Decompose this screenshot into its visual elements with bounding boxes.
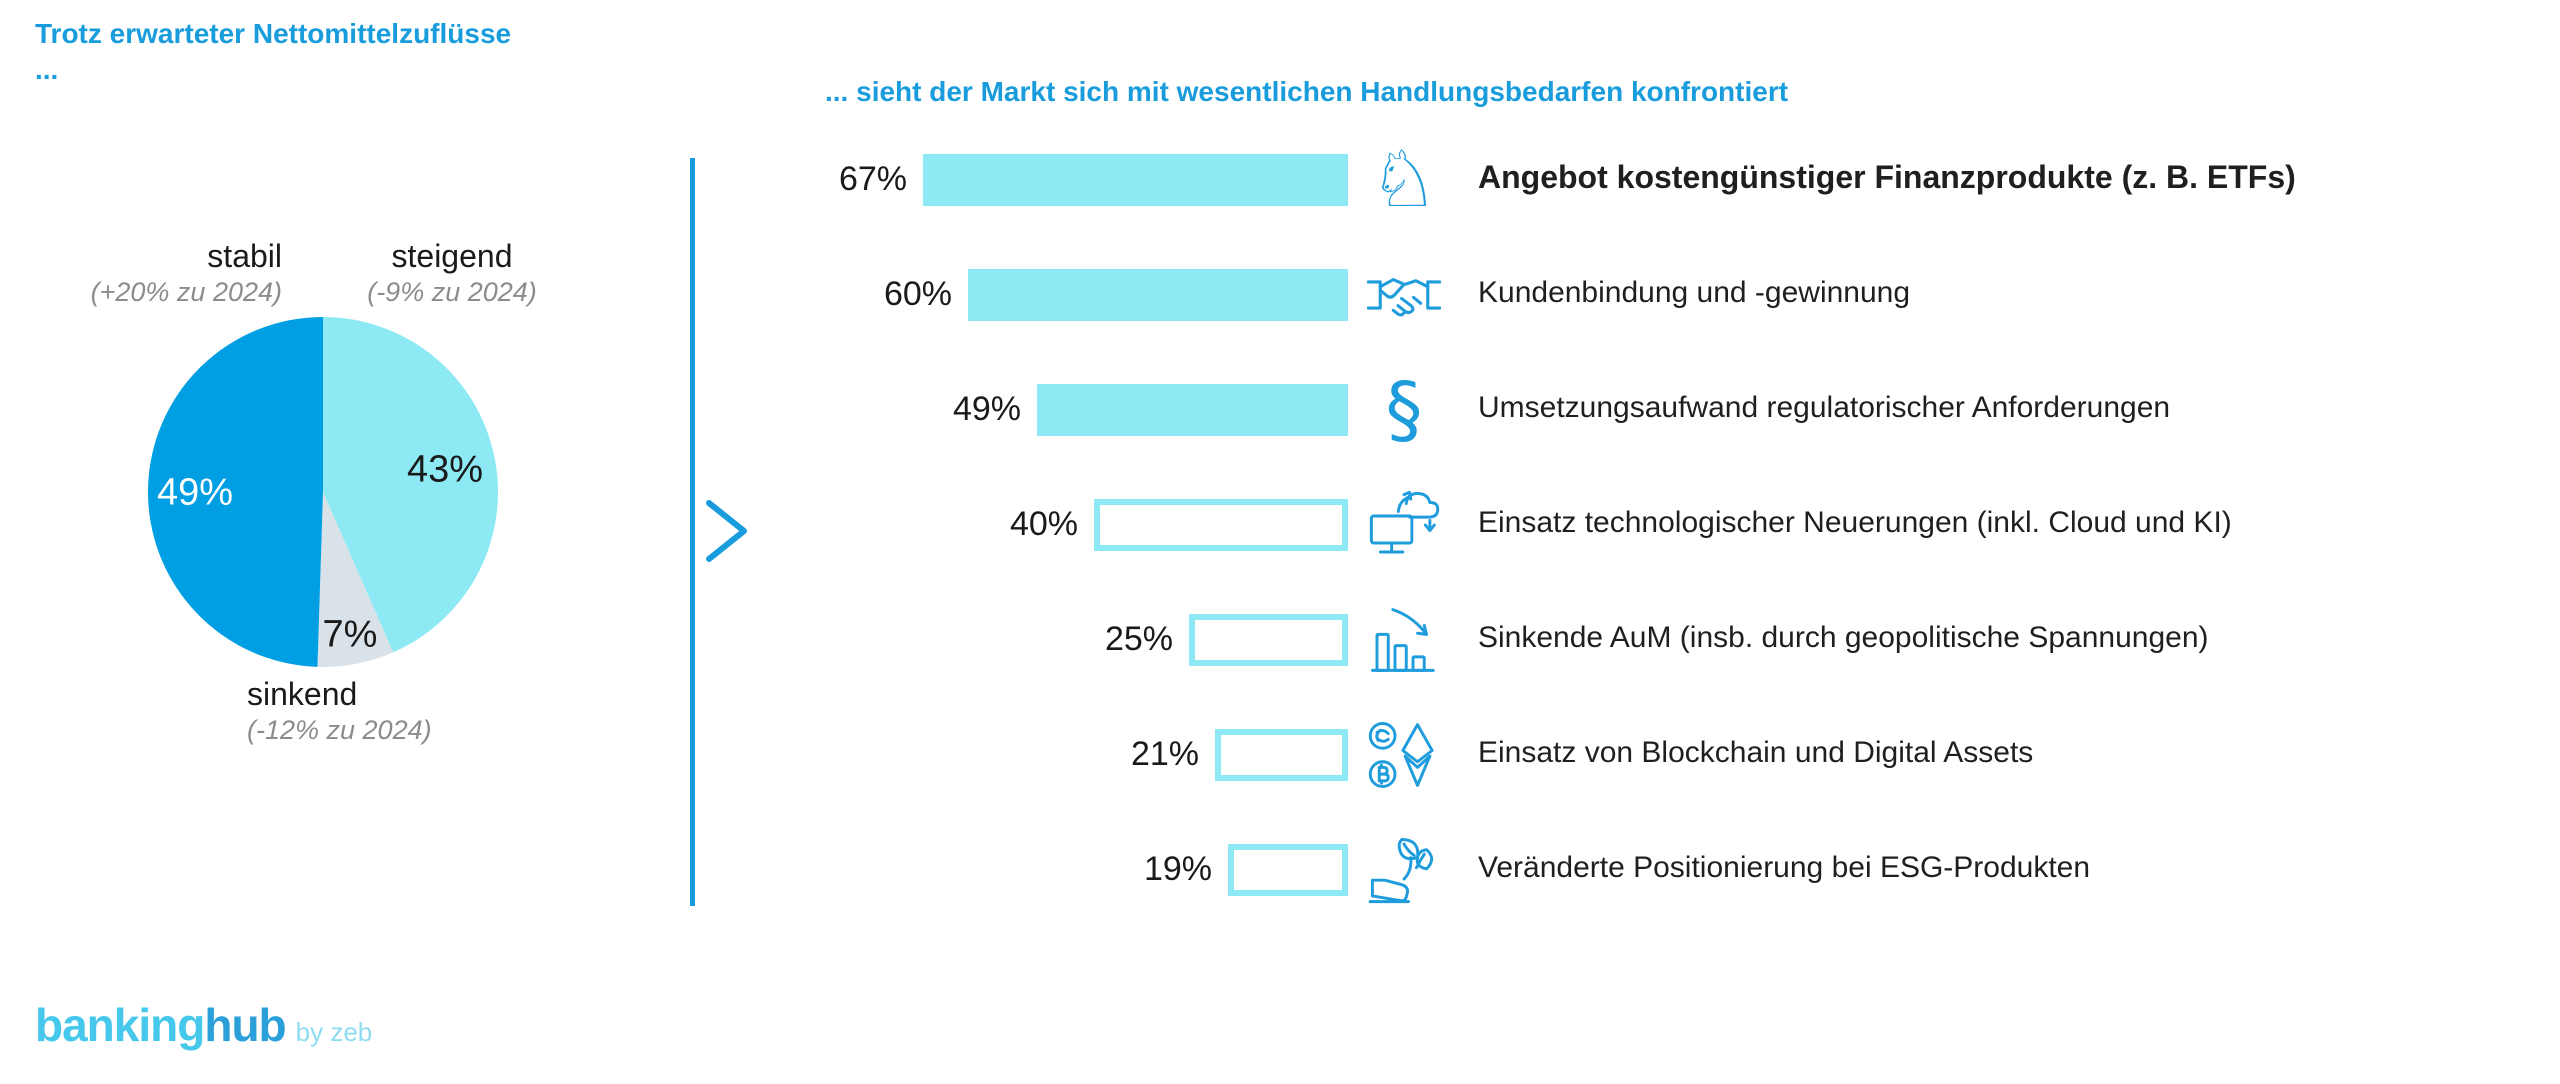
pie-slice-value-sinkend: 7% bbox=[322, 613, 378, 656]
esg-leaf-icon bbox=[1356, 828, 1452, 912]
bankinghub-logo: banking hub by zeb bbox=[35, 998, 372, 1052]
bar-category-label: Sinkende AuM (insb. durch geopolitische … bbox=[1478, 621, 2209, 654]
slice-name: steigend bbox=[391, 238, 513, 274]
slice-sublabel: (+20% zu 2024) bbox=[90, 277, 282, 307]
bar-value-label: 67% bbox=[838, 160, 907, 198]
pie-slice-value-steigend: 43% bbox=[406, 448, 484, 491]
pie-svg bbox=[147, 317, 498, 667]
bar-outlined bbox=[1189, 614, 1348, 666]
bar-row: 49% § Umsetzungsaufwand regulatorischer An… bbox=[0, 373, 2560, 447]
pie-slice-stabil bbox=[147, 317, 323, 667]
chevron-right-icon bbox=[706, 500, 747, 562]
bar-value-label: 19% bbox=[1143, 850, 1212, 888]
title-left-line1: Trotz erwarteter Nettomittelzuflüsse bbox=[35, 18, 512, 49]
bar-row: 67% ♘ Angebot kostengünstiger Finanzproduk… bbox=[0, 141, 2560, 219]
title-left-line2: ... bbox=[35, 54, 59, 86]
pie-label-steigend: steigend (-9% zu 2024) bbox=[352, 236, 552, 310]
bar-value-label: 40% bbox=[1009, 505, 1078, 543]
bar-outlined bbox=[1228, 844, 1348, 896]
cloud-computing-icon bbox=[1356, 483, 1452, 567]
pie-chart: 43% 7% 49% bbox=[147, 317, 498, 667]
bar-outlined bbox=[1094, 499, 1348, 551]
logo-by-zeb: by zeb bbox=[295, 1017, 373, 1047]
vertical-divider bbox=[690, 158, 695, 906]
bar-category-label: Angebot kostengünstiger Finanzprodukte (… bbox=[1478, 159, 2296, 195]
slice-name: stabil bbox=[207, 238, 282, 274]
bar-category-label: Einsatz von Blockchain und Digital Asset… bbox=[1478, 736, 2034, 769]
bar-filled bbox=[1037, 384, 1348, 436]
paragraph-icon: § bbox=[1385, 367, 1423, 453]
bar-category-label: Einsatz technologischer Neuerungen (inkl… bbox=[1478, 506, 2232, 539]
pie-slice-sinkend bbox=[317, 492, 394, 667]
crypto-assets-icon bbox=[1356, 713, 1452, 797]
bar-row: 21% Einsatz von Blockchain und Digital As… bbox=[0, 722, 2560, 788]
bar-outlined bbox=[1215, 729, 1348, 781]
slice-name: sinkend bbox=[247, 676, 358, 712]
bar-row: 25% Sinkende AuM (insb. durch geopolitisc… bbox=[0, 608, 2560, 672]
pie-label-sinkend: sinkend (-12% zu 2024) bbox=[247, 674, 507, 748]
bar-category-label: Kundenbindung und -gewinnung bbox=[1478, 276, 1911, 309]
title-right: ... sieht der Markt sich mit wesentliche… bbox=[825, 76, 1789, 107]
bar-category-label: Veränderte Positionierung bei ESG-Produk… bbox=[1478, 851, 2091, 884]
handshake-icon bbox=[1356, 253, 1452, 337]
logo-banking: banking bbox=[35, 999, 205, 1051]
bar-value-label: 25% bbox=[1104, 620, 1173, 658]
bar-row: 19% Veränderte Positionierung bei ESG-Pro… bbox=[0, 838, 2560, 904]
bar-filled bbox=[968, 269, 1348, 321]
pie-slice-steigend bbox=[323, 317, 498, 653]
bar-value-label: 49% bbox=[952, 390, 1021, 428]
bar-category-label: Umsetzungsaufwand regulatorischer Anford… bbox=[1478, 391, 2171, 424]
pie-label-stabil: stabil (+20% zu 2024) bbox=[60, 236, 282, 310]
bar-value-label: 60% bbox=[883, 275, 952, 313]
pie-slice-value-stabil: 49% bbox=[156, 471, 234, 514]
bar-filled bbox=[923, 154, 1348, 206]
declining-chart-icon bbox=[1356, 598, 1452, 682]
bar-row: 60% Kundenbindung und -gewinnung bbox=[0, 269, 2560, 321]
slice-sublabel: (-9% zu 2024) bbox=[367, 277, 537, 307]
slice-sublabel: (-12% zu 2024) bbox=[247, 715, 432, 745]
chess-knight-icon: ♘ bbox=[1369, 135, 1439, 225]
bar-row: 40% Einsatz technologischer Neuerungen (i… bbox=[0, 490, 2560, 554]
title-left: Trotz erwarteter Nettomittelzuflüsse ... bbox=[35, 16, 555, 89]
logo-hub: hub bbox=[204, 999, 286, 1051]
bar-value-label: 21% bbox=[1130, 735, 1199, 773]
